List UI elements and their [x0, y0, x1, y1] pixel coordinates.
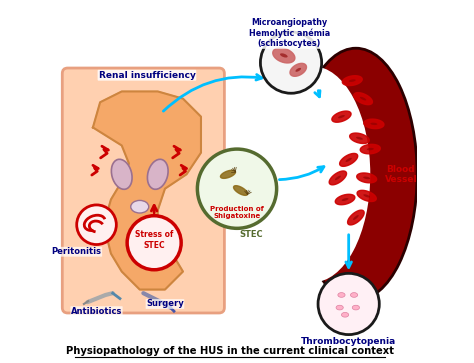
Circle shape — [197, 149, 277, 228]
Ellipse shape — [338, 115, 345, 118]
Ellipse shape — [336, 305, 343, 310]
Ellipse shape — [342, 198, 348, 201]
Ellipse shape — [352, 305, 359, 310]
Ellipse shape — [338, 293, 345, 297]
Polygon shape — [347, 210, 364, 225]
Polygon shape — [350, 133, 369, 143]
Ellipse shape — [335, 176, 341, 180]
Ellipse shape — [295, 68, 301, 72]
Ellipse shape — [350, 293, 358, 297]
Ellipse shape — [147, 159, 168, 189]
Text: Production of
Shigatoxine: Production of Shigatoxine — [210, 205, 264, 219]
Polygon shape — [220, 170, 236, 178]
Text: Surgery: Surgery — [146, 299, 184, 309]
Circle shape — [77, 205, 116, 245]
Polygon shape — [340, 154, 358, 166]
Ellipse shape — [346, 158, 352, 162]
Polygon shape — [335, 194, 355, 205]
Ellipse shape — [367, 148, 374, 150]
Polygon shape — [357, 173, 377, 183]
Ellipse shape — [255, 66, 370, 282]
FancyBboxPatch shape — [62, 68, 224, 313]
Ellipse shape — [360, 97, 366, 101]
Circle shape — [318, 273, 379, 335]
Polygon shape — [360, 144, 380, 154]
Polygon shape — [354, 93, 373, 105]
Polygon shape — [273, 48, 295, 63]
Polygon shape — [357, 190, 376, 201]
Ellipse shape — [111, 159, 132, 189]
Polygon shape — [93, 91, 201, 290]
Text: Physiopathology of the HUS in the current clinical context: Physiopathology of the HUS in the curren… — [66, 346, 394, 356]
Text: Renal insufficiency: Renal insufficiency — [99, 71, 195, 80]
Ellipse shape — [364, 194, 370, 197]
Ellipse shape — [353, 215, 359, 220]
Text: Antibiotics: Antibiotics — [71, 307, 122, 316]
Circle shape — [260, 32, 322, 93]
Text: Blood
Vessel: Blood Vessel — [384, 164, 417, 184]
Text: Peritonitis: Peritonitis — [52, 247, 102, 256]
Polygon shape — [332, 111, 351, 122]
Circle shape — [127, 216, 181, 270]
Text: Microangiopathy
Hemolytic anémia
(schistocytes): Microangiopathy Hemolytic anémia (schist… — [248, 17, 330, 48]
Polygon shape — [342, 76, 362, 86]
Ellipse shape — [356, 137, 363, 140]
Polygon shape — [234, 185, 247, 195]
Ellipse shape — [349, 79, 356, 82]
Ellipse shape — [370, 123, 377, 125]
Text: STEC: STEC — [239, 230, 263, 239]
Ellipse shape — [295, 48, 417, 300]
Text: Stress of
STEC: Stress of STEC — [135, 230, 173, 249]
Polygon shape — [364, 119, 384, 129]
Ellipse shape — [131, 200, 149, 213]
Ellipse shape — [341, 313, 349, 317]
Polygon shape — [290, 63, 307, 76]
Polygon shape — [329, 171, 346, 185]
Text: Thrombocytopenia: Thrombocytopenia — [301, 337, 396, 346]
Ellipse shape — [280, 53, 288, 58]
Ellipse shape — [363, 176, 370, 179]
